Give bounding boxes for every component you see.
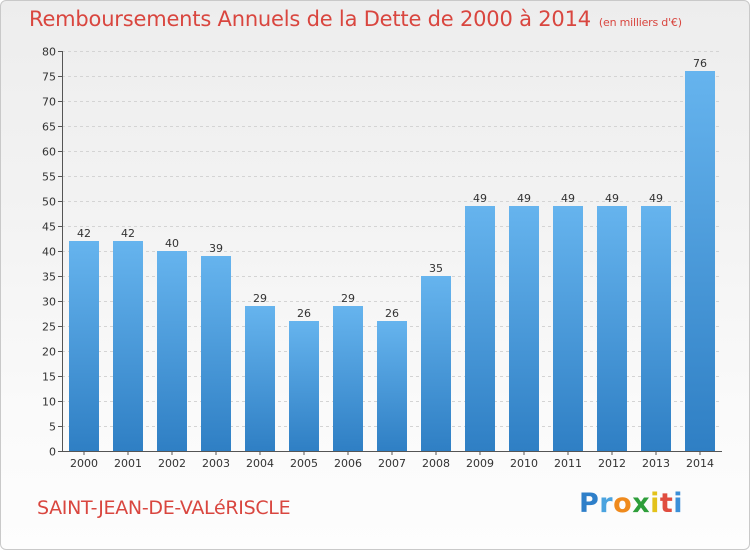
bar-2006 xyxy=(333,306,363,451)
x-tick-label-2002: 2002 xyxy=(158,457,186,470)
bar-2014 xyxy=(685,71,715,451)
bar-2004 xyxy=(245,306,275,451)
chart-title-main: Remboursements Annuels de la Dette de 20… xyxy=(29,7,591,31)
y-tick-label: 80 xyxy=(42,46,56,59)
x-tick-label-2009: 2009 xyxy=(466,457,494,470)
bar-2009 xyxy=(465,206,495,451)
y-tick-label: 35 xyxy=(42,271,56,284)
data-label-2004: 29 xyxy=(253,292,267,305)
bar-2010 xyxy=(509,206,539,451)
bar-2005 xyxy=(289,321,319,451)
bar-2008 xyxy=(421,276,451,451)
bar-2002 xyxy=(157,251,187,451)
x-tick-label-2011: 2011 xyxy=(554,457,582,470)
data-label-2001: 42 xyxy=(121,227,135,240)
y-tick-label: 5 xyxy=(49,421,56,434)
commune-name: SAINT-JEAN-DE-VALéRISCLE xyxy=(37,497,291,519)
logo-letter: i xyxy=(673,488,684,519)
logo-letter: t xyxy=(659,488,674,519)
data-label-2006: 29 xyxy=(341,292,355,305)
x-tick-label-2001: 2001 xyxy=(114,457,142,470)
data-label-2011: 49 xyxy=(561,192,575,205)
y-tick-label: 30 xyxy=(42,296,56,309)
y-tick-label: 0 xyxy=(49,446,56,459)
data-label-2009: 49 xyxy=(473,192,487,205)
x-tick-label-2000: 2000 xyxy=(70,457,98,470)
data-label-2013: 49 xyxy=(649,192,663,205)
x-tick-label-2008: 2008 xyxy=(422,457,450,470)
y-tick-label: 55 xyxy=(42,171,56,184)
bar-2001 xyxy=(113,241,143,451)
data-label-2003: 39 xyxy=(209,242,223,255)
x-tick-label-2006: 2006 xyxy=(334,457,362,470)
x-tick-label-2007: 2007 xyxy=(378,457,406,470)
x-tick-label-2004: 2004 xyxy=(246,457,274,470)
bar-2013 xyxy=(641,206,671,451)
x-tick-label-2014: 2014 xyxy=(686,457,714,470)
y-tick-label: 65 xyxy=(42,121,56,134)
x-tick-label-2012: 2012 xyxy=(598,457,626,470)
y-tick-label: 15 xyxy=(42,371,56,384)
chart-title: Remboursements Annuels de la Dette de 20… xyxy=(29,7,682,31)
x-tick-label-2013: 2013 xyxy=(642,457,670,470)
data-label-2008: 35 xyxy=(429,262,443,275)
chart-title-unit: (en milliers d'€) xyxy=(598,16,682,29)
bar-2000 xyxy=(69,241,99,451)
bar-2003 xyxy=(201,256,231,451)
logo-letter: P xyxy=(579,488,600,519)
bar-2011 xyxy=(553,206,583,451)
logo-letter: x xyxy=(632,488,651,519)
logo-letter: i xyxy=(650,488,660,519)
data-label-2014: 76 xyxy=(693,57,707,70)
data-label-2010: 49 xyxy=(517,192,531,205)
logo-letter: r xyxy=(599,488,614,519)
y-tick-label: 45 xyxy=(42,221,56,234)
y-tick-label: 40 xyxy=(42,246,56,259)
y-tick-label: 25 xyxy=(42,321,56,334)
x-tick-label-2010: 2010 xyxy=(510,457,538,470)
y-tick-label: 60 xyxy=(42,146,56,159)
y-tick-label: 10 xyxy=(42,396,56,409)
y-tick-label: 20 xyxy=(42,346,56,359)
data-label-2000: 42 xyxy=(77,227,91,240)
data-label-2005: 26 xyxy=(297,307,311,320)
x-tick-label-2005: 2005 xyxy=(290,457,318,470)
bar-2012 xyxy=(597,206,627,451)
data-label-2002: 40 xyxy=(165,237,179,250)
proxiti-logo: Proxiti xyxy=(579,488,683,519)
data-label-2012: 49 xyxy=(605,192,619,205)
data-label-2007: 26 xyxy=(385,307,399,320)
bar-chart: 0 5 10 15 20 25 30 35 40 45 50 55 60 65 70 75 80 42 2000 42… xyxy=(42,46,722,470)
bar-2007 xyxy=(377,321,407,451)
y-tick-label: 70 xyxy=(42,96,56,109)
y-tick-label: 50 xyxy=(42,196,56,209)
x-tick-label-2003: 2003 xyxy=(202,457,230,470)
y-tick-label: 75 xyxy=(42,71,56,84)
logo-letter: o xyxy=(613,488,633,519)
